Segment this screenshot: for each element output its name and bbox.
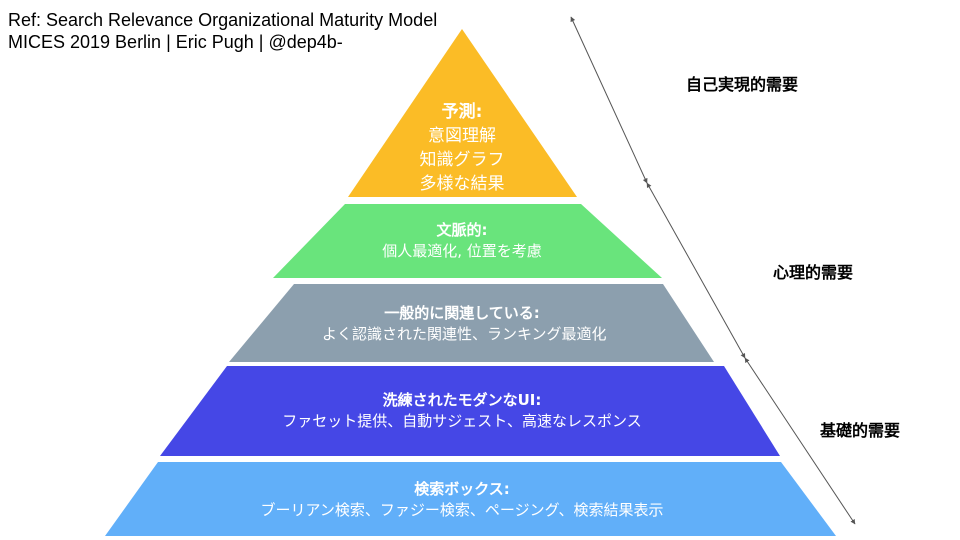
- layer-search-box-desc: ブーリアン検索、ファジー検索、ページング、検索結果表示: [260, 501, 664, 519]
- layer-contextual-shape: [273, 204, 662, 278]
- reference-line-1: Ref: Search Relevance Organizational Mat…: [8, 10, 438, 30]
- self-actualization-range-arrow: [570, 16, 648, 184]
- basic-range-arrow: [744, 357, 856, 525]
- psychological-range-arrow: [646, 182, 746, 359]
- layer-search-box-shape: [105, 462, 836, 536]
- layer-search-box-text: 検索ボックス: ブーリアン検索、ファジー検索、ページング、検索結果表示: [252, 479, 672, 521]
- layer-prediction-line-2: 知識グラフ: [419, 150, 505, 170]
- psychological-needs-label: 心理的需要: [773, 263, 854, 282]
- layer-contextual-desc: 個人最適化, 位置を考慮: [382, 242, 542, 260]
- layer-relevance-title: 一般的に関連している:: [384, 304, 540, 322]
- basic-needs-label: 基礎的需要: [820, 421, 901, 440]
- layer-prediction-title: 予測:: [441, 102, 483, 122]
- self-actualization-needs-label: 自己実現的需要: [686, 75, 799, 94]
- layer-relevance-desc: よく認識された関連性、ランキング最適化: [322, 325, 607, 343]
- layer-contextual-title: 文脈的:: [436, 221, 488, 239]
- layer-prediction-shape: [348, 29, 577, 197]
- layer-prediction-text: 予測: 意図理解 知識グラフ 多様な結果: [362, 100, 562, 196]
- reference-line-2: MICES 2019 Berlin | Eric Pugh | @dep4b-: [8, 32, 343, 52]
- layer-prediction-line-1: 意図理解: [428, 126, 496, 146]
- layer-search-box-title: 検索ボックス:: [414, 480, 510, 498]
- layer-modern-ui-shape: [160, 366, 780, 456]
- reference-caption: Ref: Search Relevance Organizational Mat…: [8, 9, 437, 53]
- layer-modern-ui-title: 洗練されたモダンなUI:: [382, 391, 542, 409]
- layer-modern-ui-desc: ファセット提供、自動サジェスト、高速なレスポンス: [282, 412, 642, 430]
- layer-modern-ui-text: 洗練されたモダンなUI: ファセット提供、自動サジェスト、高速なレスポンス: [272, 390, 652, 432]
- layer-relevance-text: 一般的に関連している: よく認識された関連性、ランキング最適化: [322, 303, 607, 345]
- layer-relevance-shape: [229, 284, 714, 362]
- layer-contextual-text: 文脈的: 個人最適化, 位置を考慮: [362, 220, 562, 262]
- layer-prediction-line-3: 多様な結果: [419, 174, 505, 194]
